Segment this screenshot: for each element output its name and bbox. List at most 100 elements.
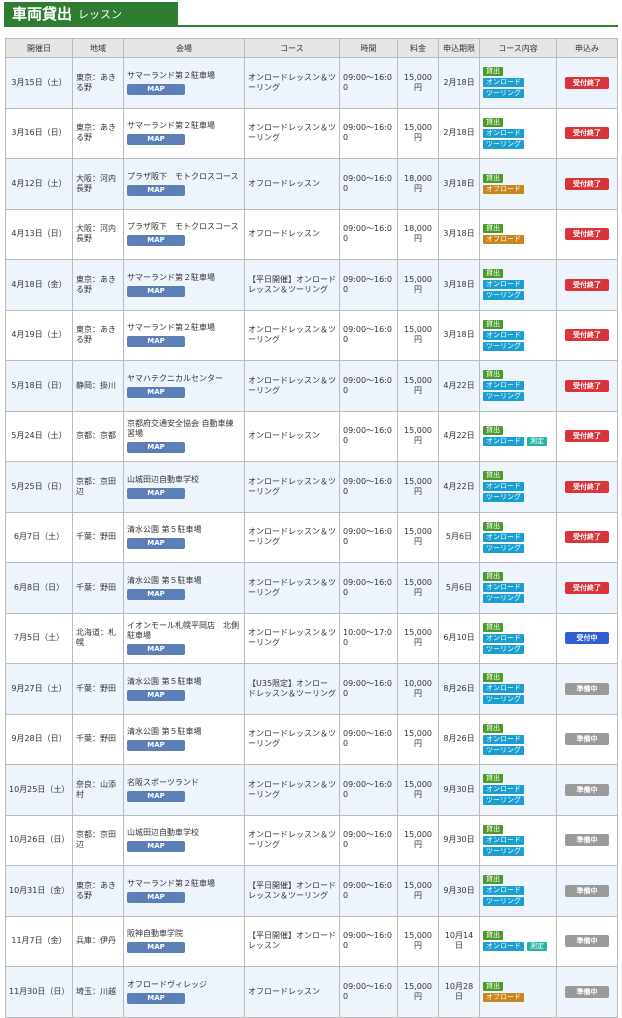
table-row: 9月28日（日） 千葉：野田 清水公園 第５駐車場 MAP オンロードレッスン＆ツーリン…	[5, 713, 618, 765]
map-button[interactable]: MAP	[127, 644, 185, 656]
map-button[interactable]: MAP	[127, 336, 185, 348]
status-button[interactable]: 準備中	[565, 682, 609, 695]
venue-cell: サマーランド第２駐車場 MAP	[123, 107, 245, 159]
map-button[interactable]: MAP	[127, 740, 185, 752]
status-button[interactable]: 受付終了	[565, 329, 609, 342]
map-button[interactable]: MAP	[127, 487, 185, 499]
course-tag: 貸出	[483, 67, 503, 77]
deadline: 3月18日	[438, 158, 480, 210]
status-cell: 受付終了	[556, 309, 618, 361]
course-tag: オンロード	[483, 280, 524, 290]
deadline: 9月30日	[438, 814, 480, 866]
course-tag: オンロード	[483, 330, 524, 340]
map-button[interactable]: MAP	[127, 83, 185, 95]
status-button[interactable]: 準備中	[565, 985, 609, 998]
map-button[interactable]: MAP	[127, 184, 185, 196]
course: オンロードレッスン	[244, 410, 340, 462]
map-button[interactable]: MAP	[127, 992, 185, 1004]
map-button[interactable]: MAP	[127, 442, 185, 454]
table-row: 9月27日（土） 千葉：野田 清水公園 第５駐車場 MAP 【U35限定】オンロードレッ…	[5, 663, 618, 715]
date: 10月31日（金）	[5, 865, 73, 917]
region: 大阪：河内長野	[72, 158, 124, 210]
status-button[interactable]: 受付終了	[565, 531, 609, 544]
map-button[interactable]: MAP	[127, 841, 185, 853]
map-button[interactable]: MAP	[127, 386, 185, 398]
venue: オフロードヴィレッジ	[127, 979, 207, 989]
course-tag: 測定	[527, 942, 547, 952]
tags-cell: 貸出 オンロード ツーリング	[479, 360, 557, 412]
course-tag: オンロード	[483, 78, 524, 88]
date: 11月30日（日）	[5, 966, 73, 1018]
region: 奈良：山添村	[72, 764, 124, 816]
status-button[interactable]: 受付終了	[565, 76, 609, 89]
header-rule	[4, 25, 618, 27]
course: オンロードレッスン＆ツーリング	[244, 713, 340, 765]
status-button[interactable]: 受付中	[565, 632, 609, 645]
time: 09:00～16:00	[339, 259, 398, 311]
map-button[interactable]: MAP	[127, 134, 185, 146]
status-button[interactable]: 受付終了	[565, 581, 609, 594]
tags-cell: 貸出 オンロード ツーリング	[479, 259, 557, 311]
region: 東京：あきる野	[72, 309, 124, 361]
time: 09:00～16:00	[339, 208, 398, 260]
course-tag: 貸出	[483, 319, 503, 329]
status-button[interactable]: 受付終了	[565, 480, 609, 493]
course: オンロードレッスン＆ツーリング	[244, 57, 340, 109]
status-button[interactable]: 準備中	[565, 834, 609, 847]
schedule-table: 開催日 地域 会場 コース 時間 料金 申込期限 コース内容 申込み 3月15日（土） 東京：あきる…	[5, 38, 618, 1018]
map-button[interactable]: MAP	[127, 235, 185, 247]
venue: サマーランド第２駐車場	[127, 70, 215, 80]
status-button[interactable]: 準備中	[565, 733, 609, 746]
status-button[interactable]: 受付終了	[565, 430, 609, 443]
fee: 18,000円	[397, 208, 439, 260]
tags-cell: 貸出 オンロード ツーリング	[479, 511, 557, 563]
region: 京都：京田辺	[72, 461, 124, 513]
status-button[interactable]: 受付終了	[565, 127, 609, 140]
course-tag: オンロード	[483, 482, 524, 492]
map-button[interactable]: MAP	[127, 891, 185, 903]
course: オンロードレッスン＆ツーリング	[244, 814, 340, 866]
course-tag: 貸出	[483, 673, 503, 683]
status-button[interactable]: 受付終了	[565, 278, 609, 291]
venue-cell: 清水公園 第５駐車場 MAP	[123, 511, 245, 563]
map-button[interactable]: MAP	[127, 942, 185, 954]
map-button[interactable]: MAP	[127, 689, 185, 701]
map-button[interactable]: MAP	[127, 790, 185, 802]
course-tag: ツーリング	[483, 139, 524, 149]
status-button[interactable]: 受付終了	[565, 379, 609, 392]
status-button[interactable]: 準備中	[565, 783, 609, 796]
course: オフロードレッスン	[244, 966, 340, 1018]
status-button[interactable]: 受付終了	[565, 228, 609, 241]
status-button[interactable]: 受付終了	[565, 177, 609, 190]
map-button[interactable]: MAP	[127, 538, 185, 550]
date: 9月27日（土）	[5, 663, 73, 715]
course-tag: 貸出	[483, 931, 503, 941]
table-row: 4月18日（金） 東京：あきる野 サマーランド第２駐車場 MAP 【平日開催】オンロード…	[5, 259, 618, 311]
time: 09:00～16:00	[339, 966, 398, 1018]
region: 千葉：野田	[72, 562, 124, 614]
venue-cell: 京都府交通安全協会 自動車練習場 MAP	[123, 410, 245, 462]
venue-cell: 山城田辺自動車学校 MAP	[123, 461, 245, 513]
fee: 15,000円	[397, 713, 439, 765]
column-header: 会場	[123, 38, 245, 58]
fee: 15,000円	[397, 309, 439, 361]
map-button[interactable]: MAP	[127, 285, 185, 297]
header: 車両貸出 レッスン	[4, 2, 178, 25]
status-button[interactable]: 準備中	[565, 884, 609, 897]
venue: サマーランド第２駐車場	[127, 323, 215, 333]
map-button[interactable]: MAP	[127, 588, 185, 600]
venue-cell: サマーランド第２駐車場 MAP	[123, 259, 245, 311]
fee: 18,000円	[397, 158, 439, 210]
course-tag: 貸出	[483, 471, 503, 481]
course-tag: オンロード	[483, 835, 524, 845]
fee: 15,000円	[397, 511, 439, 563]
venue-cell: 阪神自動車学院 MAP	[123, 915, 245, 967]
status-cell: 受付終了	[556, 461, 618, 513]
time: 09:00～16:00	[339, 158, 398, 210]
status-cell: 受付終了	[556, 511, 618, 563]
date: 4月13日（日）	[5, 208, 73, 260]
status-cell: 受付終了	[556, 562, 618, 614]
deadline: 5月6日	[438, 511, 480, 563]
status-button[interactable]: 準備中	[565, 935, 609, 948]
table-row: 5月18日（日） 静岡：掛川 ヤマハテクニカルセンター MAP オンロードレッスン＆ツー…	[5, 360, 618, 412]
